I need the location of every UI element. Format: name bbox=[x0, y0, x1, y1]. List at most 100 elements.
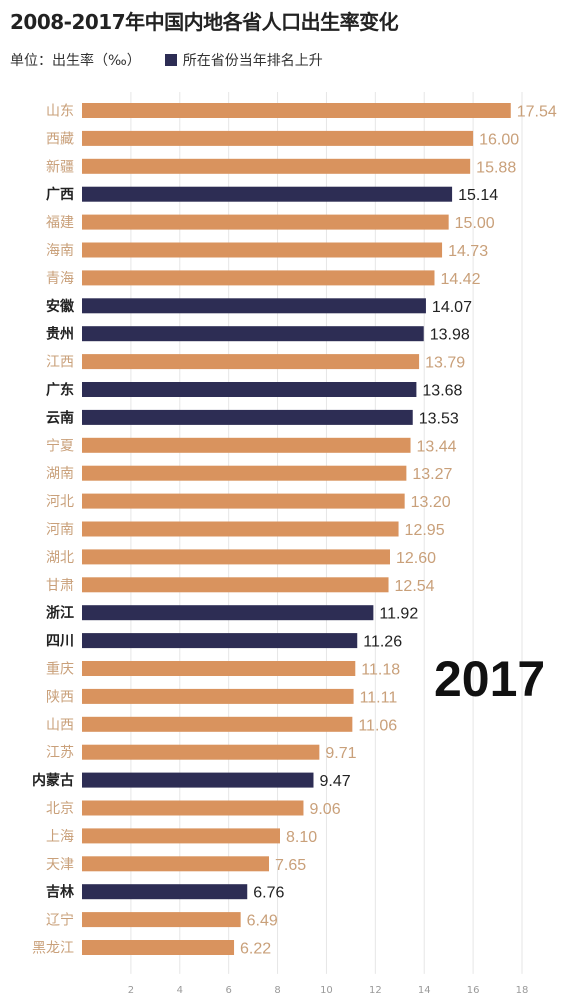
data-label: 11.18 bbox=[361, 662, 400, 679]
category-label: 重庆 bbox=[46, 662, 74, 678]
bar bbox=[82, 605, 374, 621]
category-label: 海南 bbox=[46, 243, 74, 259]
bar bbox=[82, 158, 471, 174]
data-label: 6.76 bbox=[253, 885, 284, 902]
bar bbox=[82, 382, 417, 397]
data-label: 11.11 bbox=[360, 689, 398, 706]
category-label: 湖北 bbox=[46, 550, 74, 566]
data-label: 13.53 bbox=[419, 410, 459, 427]
bar bbox=[82, 354, 420, 370]
category-label: 广东 bbox=[46, 382, 74, 399]
bar bbox=[82, 186, 453, 202]
category-label: 湖南 bbox=[46, 466, 74, 482]
data-label: 6.49 bbox=[247, 913, 278, 930]
category-label: 云南 bbox=[46, 409, 74, 426]
data-label: 9.71 bbox=[325, 745, 356, 762]
bar bbox=[82, 744, 320, 760]
bar bbox=[82, 298, 426, 314]
x-tick-label: 4 bbox=[177, 985, 183, 996]
bar bbox=[82, 661, 356, 676]
category-label: 天津 bbox=[46, 857, 74, 873]
category-label: 贵州 bbox=[46, 326, 74, 343]
data-label: 14.07 bbox=[432, 299, 472, 316]
category-label: 辽宁 bbox=[46, 912, 74, 929]
bar bbox=[82, 409, 413, 425]
data-label: 15.88 bbox=[476, 159, 516, 176]
data-label: 11.06 bbox=[358, 717, 397, 734]
bar bbox=[82, 828, 280, 844]
bar bbox=[82, 716, 353, 732]
data-label: 13.98 bbox=[430, 327, 470, 344]
data-label: 15.00 bbox=[455, 215, 495, 232]
category-label: 西藏 bbox=[46, 131, 74, 147]
data-label: 11.26 bbox=[363, 634, 402, 651]
category-label: 新疆 bbox=[46, 159, 74, 175]
x-tick-label: 14 bbox=[418, 985, 431, 996]
bar bbox=[82, 437, 411, 453]
bar bbox=[82, 884, 248, 900]
category-label: 江苏 bbox=[46, 745, 74, 761]
data-label: 16.00 bbox=[479, 131, 519, 148]
bar bbox=[82, 772, 314, 788]
bar bbox=[82, 270, 435, 286]
data-label: 9.47 bbox=[319, 773, 350, 790]
bar bbox=[82, 577, 389, 593]
category-label: 山西 bbox=[46, 717, 74, 733]
category-label: 福建 bbox=[46, 215, 74, 231]
bar bbox=[82, 856, 269, 872]
data-label: 13.44 bbox=[417, 438, 457, 455]
x-tick-label: 6 bbox=[225, 985, 231, 996]
category-label: 内蒙古 bbox=[32, 772, 74, 789]
x-tick-label: 18 bbox=[516, 985, 529, 996]
category-label: 山东 bbox=[46, 104, 74, 120]
x-tick-label: 10 bbox=[320, 985, 333, 996]
bar bbox=[82, 242, 443, 258]
data-label: 6.22 bbox=[240, 941, 271, 958]
data-label: 13.79 bbox=[425, 355, 465, 372]
data-label: 14.42 bbox=[440, 271, 480, 288]
category-label: 四川 bbox=[46, 634, 74, 650]
data-label: 11.92 bbox=[379, 606, 418, 623]
category-label: 宁夏 bbox=[46, 437, 74, 454]
category-label: 甘肃 bbox=[46, 578, 74, 594]
category-label: 河南 bbox=[46, 522, 74, 538]
category-label: 浙江 bbox=[46, 605, 74, 622]
category-label: 安徽 bbox=[46, 298, 75, 315]
bar bbox=[82, 103, 511, 118]
data-label: 12.95 bbox=[405, 522, 445, 539]
data-label: 8.10 bbox=[286, 829, 317, 846]
bar bbox=[82, 800, 304, 816]
data-label: 7.65 bbox=[275, 857, 306, 874]
bar bbox=[82, 940, 235, 955]
category-label: 北京 bbox=[46, 801, 74, 817]
bar bbox=[82, 493, 405, 509]
data-label: 17.54 bbox=[517, 104, 557, 121]
data-label: 9.06 bbox=[309, 801, 340, 818]
bar bbox=[82, 912, 241, 928]
x-tick-label: 12 bbox=[369, 985, 382, 996]
bar bbox=[82, 214, 449, 230]
chart-title: 2008-2017年中国内地各省人口出生率变化 bbox=[10, 10, 399, 34]
data-label: 13.27 bbox=[412, 466, 452, 483]
data-label: 12.54 bbox=[395, 578, 435, 595]
category-label: 陕西 bbox=[46, 689, 74, 705]
x-tick-label: 2 bbox=[128, 985, 134, 996]
unit-label: 单位：出生率（‰） bbox=[10, 53, 141, 69]
category-label: 青海 bbox=[46, 271, 74, 287]
bar bbox=[82, 521, 399, 537]
legend-label: 所在省份当年排名上升 bbox=[182, 53, 323, 69]
bar bbox=[82, 130, 474, 146]
data-label: 13.68 bbox=[422, 383, 462, 400]
year-label: 2017 bbox=[434, 651, 546, 707]
data-label: 13.20 bbox=[411, 494, 451, 511]
category-label: 上海 bbox=[46, 829, 74, 845]
chart-subtitle-row: 单位：出生率（‰） 所在省份当年排名上升 bbox=[10, 50, 323, 70]
category-label: 江西 bbox=[46, 355, 74, 371]
category-label: 吉林 bbox=[46, 884, 74, 901]
data-label: 15.14 bbox=[458, 187, 498, 204]
bar bbox=[82, 549, 390, 565]
bar bbox=[82, 465, 407, 481]
category-label: 黑龙江 bbox=[32, 941, 74, 957]
category-label: 河北 bbox=[46, 494, 74, 510]
